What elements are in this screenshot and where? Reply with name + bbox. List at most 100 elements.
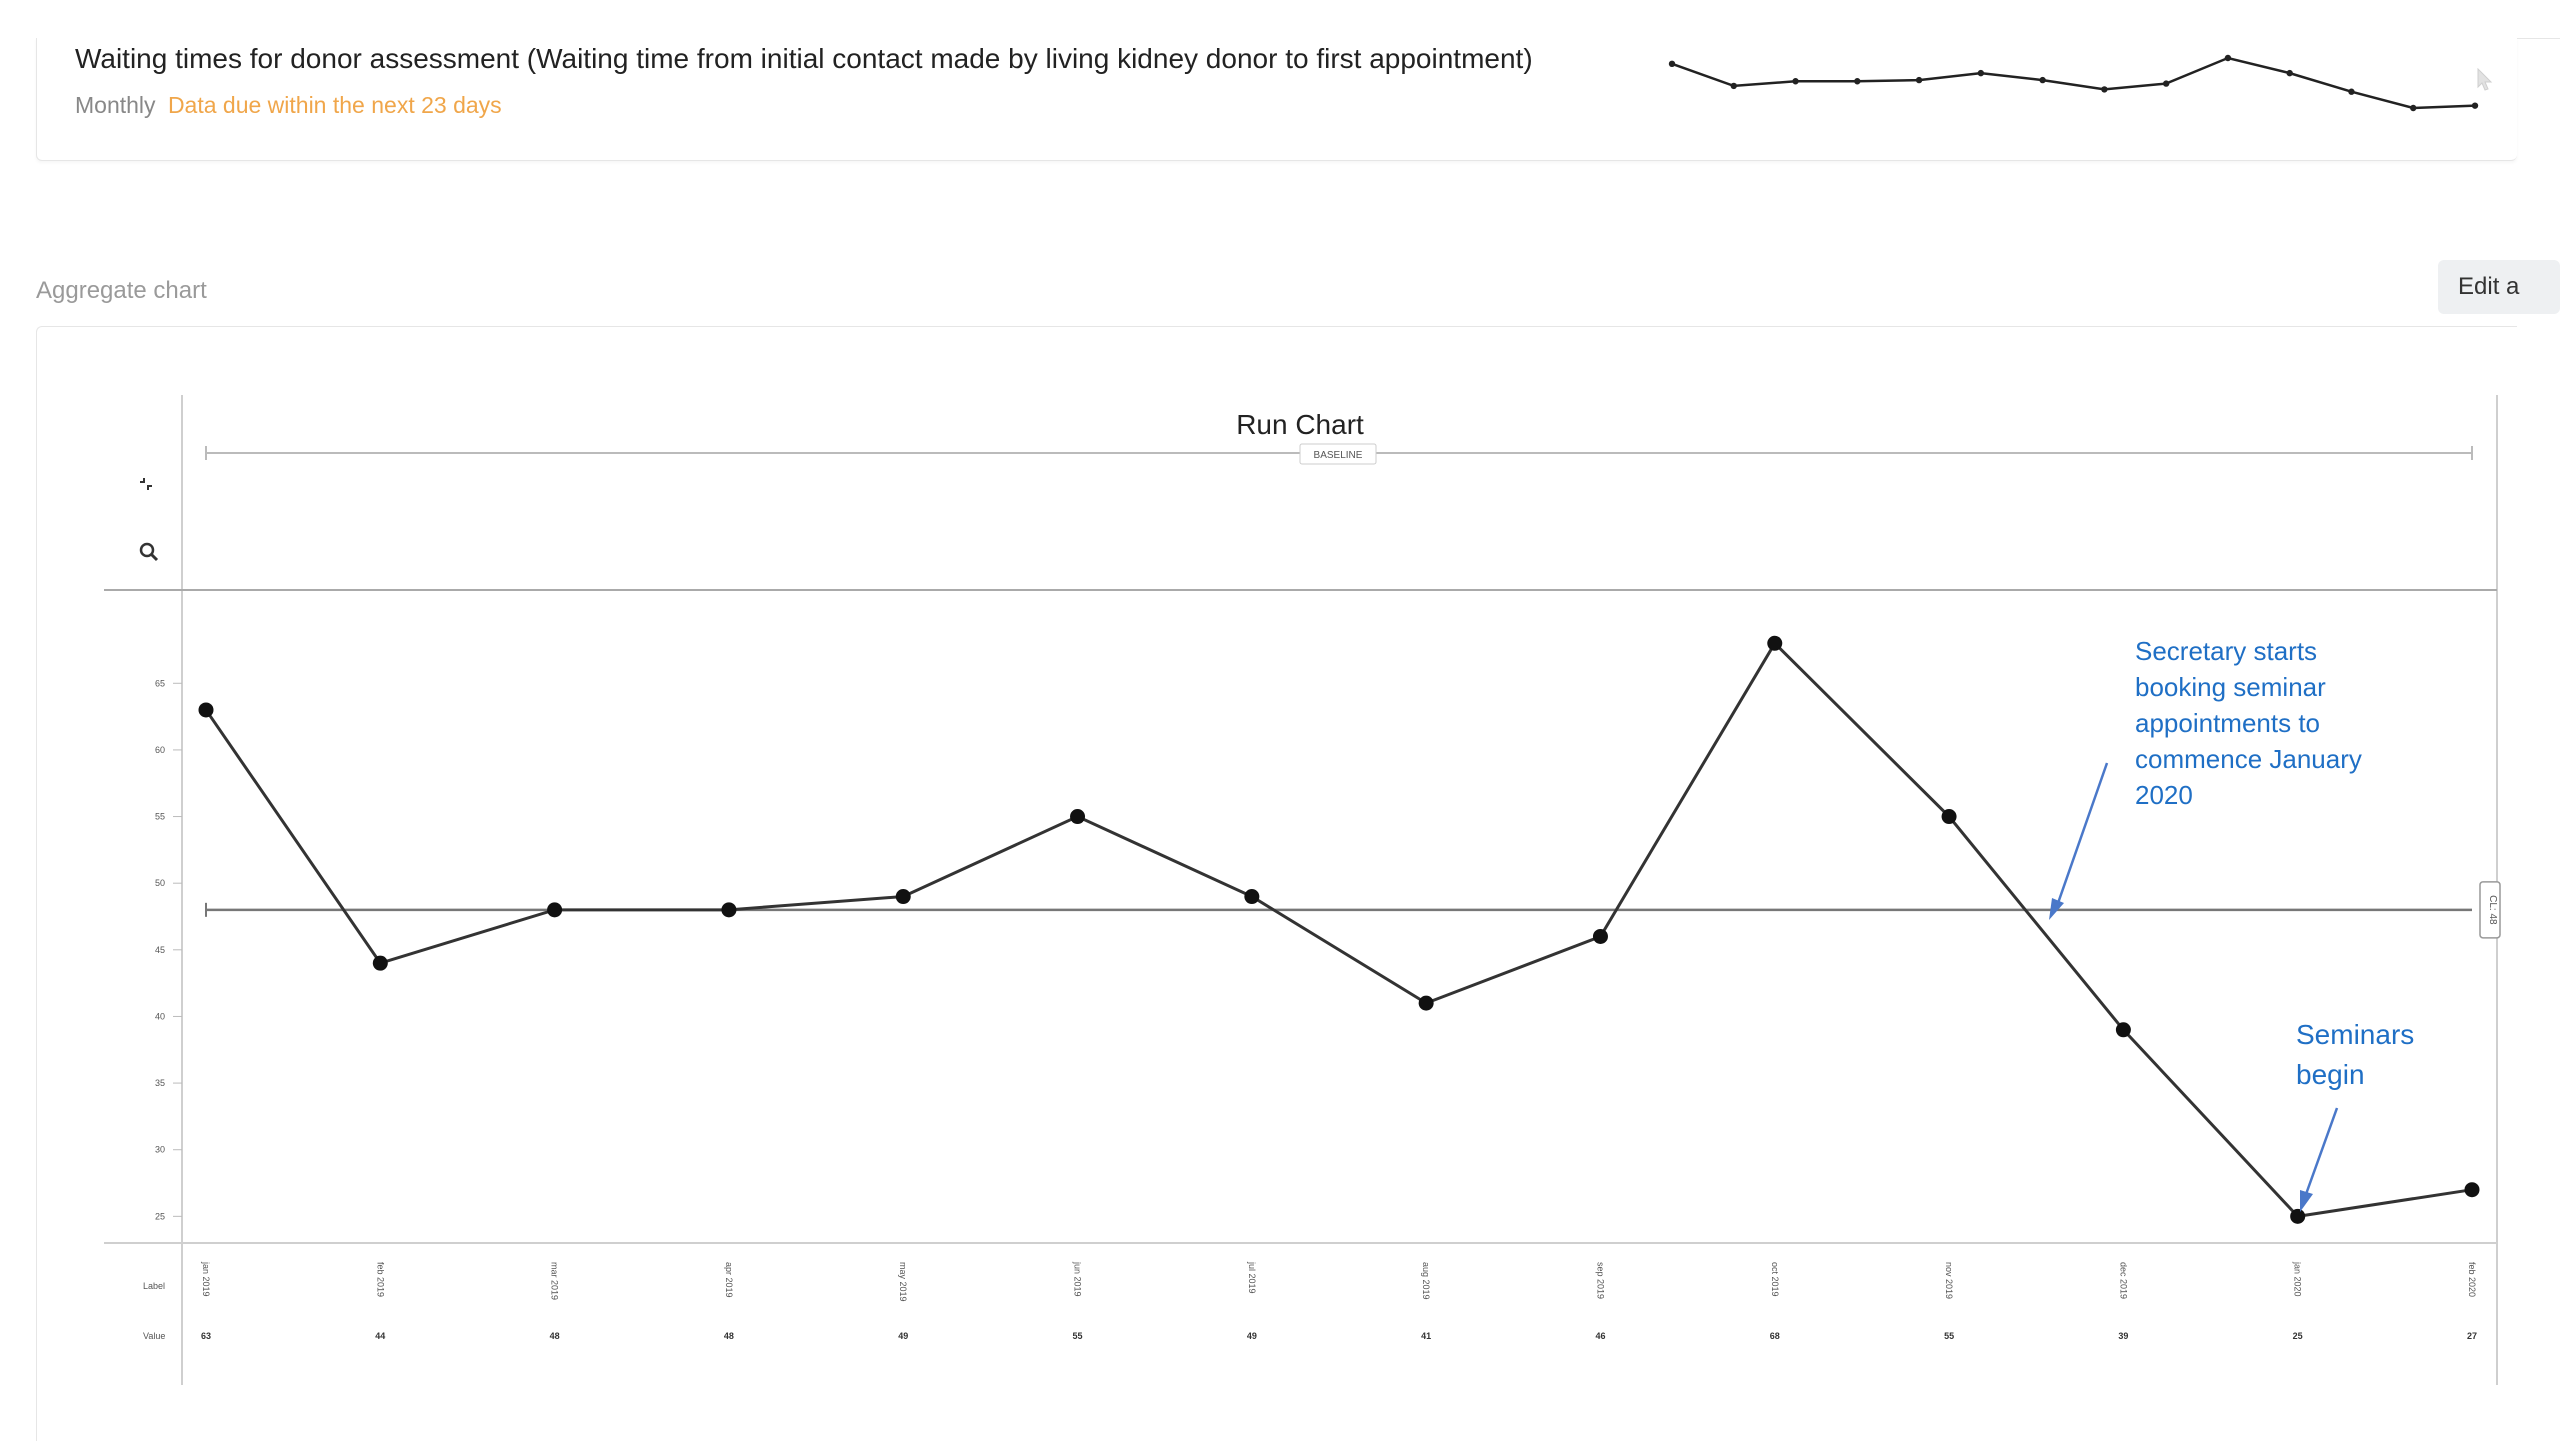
edit-button[interactable]: Edit a bbox=[2438, 260, 2560, 314]
x-tick-label: oct 2019 bbox=[1770, 1262, 1780, 1297]
data-point[interactable] bbox=[1244, 889, 1260, 905]
annotation-secretary-line-3: appointments to bbox=[2135, 708, 2320, 738]
chart-card bbox=[36, 326, 2517, 1441]
x-value-label: 44 bbox=[375, 1331, 385, 1341]
x-value-label: 55 bbox=[1944, 1331, 1954, 1341]
sparkline-point bbox=[2286, 69, 2293, 77]
y-tick-label: 45 bbox=[155, 945, 165, 955]
x-tick-label: jan 2019 bbox=[201, 1261, 211, 1297]
label-row-title: Label bbox=[143, 1281, 165, 1291]
x-tick-label: aug 2019 bbox=[1421, 1262, 1431, 1300]
section-label: Aggregate chart bbox=[36, 277, 207, 304]
sparkline-point bbox=[1854, 78, 1861, 85]
data-point[interactable] bbox=[1941, 809, 1957, 825]
sparkline-point bbox=[2348, 88, 2355, 95]
chart-title: Run Chart bbox=[1236, 409, 1364, 440]
y-tick-label: 35 bbox=[155, 1078, 165, 1088]
x-value-label: 48 bbox=[724, 1331, 734, 1341]
cursor-icon bbox=[2477, 68, 2493, 91]
due-notice: Data due within the next 23 days bbox=[167, 92, 502, 118]
x-value-label: 55 bbox=[1073, 1331, 1083, 1341]
sparkline-point bbox=[2471, 102, 2479, 109]
metric-title[interactable]: Waiting times for donor assessment (Wait… bbox=[75, 43, 1533, 74]
x-value-label: 49 bbox=[898, 1331, 908, 1341]
annotation-seminars-arrow bbox=[2303, 1107, 2339, 1198]
x-tick-label: apr 2019 bbox=[724, 1262, 734, 1298]
x-value-label: 63 bbox=[201, 1331, 211, 1341]
frequency-label: Monthly bbox=[75, 92, 156, 118]
data-point[interactable] bbox=[721, 902, 737, 918]
baseline-tag: BASELINE bbox=[1314, 450, 1363, 461]
metric-frequency-row: Monthly Data due within the next 23 days bbox=[75, 92, 502, 119]
sparkline-point bbox=[1668, 60, 1676, 68]
sparkline-point bbox=[2039, 76, 2046, 84]
y-tick-label: 55 bbox=[155, 812, 165, 822]
data-point[interactable] bbox=[2290, 1208, 2306, 1224]
x-tick-label: may 2019 bbox=[898, 1262, 908, 1302]
sparkline-point bbox=[2224, 54, 2232, 62]
collapse-icon[interactable] bbox=[140, 478, 152, 490]
x-tick-label: jul 2019 bbox=[1247, 1261, 1257, 1294]
annotation-seminars-line-2: begin bbox=[2296, 1059, 2365, 1090]
x-tick-label: nov 2019 bbox=[1944, 1262, 1954, 1299]
search-icon[interactable] bbox=[139, 542, 159, 562]
sparkline-point bbox=[1977, 69, 1985, 77]
x-tick-label: feb 2020 bbox=[2467, 1262, 2477, 1297]
annotation-seminars-arrowhead bbox=[2300, 1190, 2313, 1212]
x-value-label: 68 bbox=[1770, 1331, 1780, 1341]
data-point[interactable] bbox=[372, 955, 388, 971]
x-tick-label: mar 2019 bbox=[550, 1262, 560, 1300]
y-axis: 25 30 35 40 45 50 55 60 65 bbox=[155, 678, 182, 1221]
series-line bbox=[198, 635, 2480, 1224]
annotation-secretary-line-4: commence January bbox=[2135, 744, 2362, 774]
annotation-secretary-arrow bbox=[2055, 762, 2109, 907]
x-value-label: 41 bbox=[1421, 1331, 1431, 1341]
value-row-title: Value bbox=[143, 1331, 165, 1341]
sparkline-point bbox=[2162, 80, 2170, 87]
y-tick-label: 25 bbox=[155, 1211, 165, 1221]
sparkline-point bbox=[1792, 78, 1799, 85]
sparkline-point bbox=[1915, 76, 1923, 84]
data-point[interactable] bbox=[2115, 1022, 2131, 1038]
annotation-secretary: Secretary starts booking seminar appoint… bbox=[2049, 636, 2362, 920]
data-point[interactable] bbox=[1070, 809, 1086, 825]
data-point[interactable] bbox=[1592, 928, 1608, 944]
annotation-secretary-line-2: booking seminar bbox=[2135, 672, 2326, 702]
x-axis: jan 2019 63 feb 2019 44 mar 2019 48 apr 2019 48… bbox=[201, 1261, 2477, 1341]
centerline-tag: CL: 48 bbox=[2487, 895, 2498, 925]
x-tick-label: feb 2019 bbox=[375, 1262, 385, 1297]
x-value-label: 25 bbox=[2293, 1331, 2303, 1341]
sparkline-point bbox=[2410, 104, 2417, 112]
sparkline bbox=[1668, 54, 2479, 112]
annotation-secretary-line-5: 2020 bbox=[2135, 780, 2193, 810]
x-tick-label: dec 2019 bbox=[2118, 1262, 2128, 1299]
x-tick-label: sep 2019 bbox=[1595, 1262, 1605, 1299]
y-tick-label: 40 bbox=[155, 1011, 165, 1021]
centerline-tag-box bbox=[2479, 881, 2501, 939]
x-tick-label: jan 2020 bbox=[2293, 1261, 2303, 1297]
baseline-tag-box bbox=[1299, 443, 1377, 465]
data-point[interactable] bbox=[1767, 635, 1783, 651]
data-point[interactable] bbox=[1418, 995, 1434, 1011]
data-point[interactable] bbox=[547, 902, 563, 918]
data-point[interactable] bbox=[2464, 1182, 2480, 1198]
x-value-label: 39 bbox=[2118, 1331, 2128, 1341]
sparkline-point bbox=[1730, 82, 1737, 90]
x-value-label: 49 bbox=[1247, 1331, 1257, 1341]
y-tick-label: 60 bbox=[155, 745, 165, 755]
x-value-label: 27 bbox=[2467, 1331, 2477, 1341]
y-tick-label: 65 bbox=[155, 678, 165, 688]
sparkline-path bbox=[1671, 56, 2476, 110]
annotation-seminars: Seminars begin bbox=[2296, 1019, 2414, 1212]
annotation-secretary-line-1: Secretary starts bbox=[2135, 636, 2317, 666]
metric-card[interactable] bbox=[36, 38, 2517, 161]
data-point[interactable] bbox=[895, 889, 911, 905]
data-point[interactable] bbox=[198, 702, 214, 718]
x-value-label: 46 bbox=[1595, 1331, 1605, 1341]
sparkline-point bbox=[2101, 86, 2108, 93]
series-path bbox=[204, 640, 2473, 1218]
y-tick-label: 50 bbox=[155, 878, 165, 888]
annotation-seminars-line-1: Seminars bbox=[2296, 1019, 2414, 1050]
x-value-label: 48 bbox=[550, 1331, 560, 1341]
